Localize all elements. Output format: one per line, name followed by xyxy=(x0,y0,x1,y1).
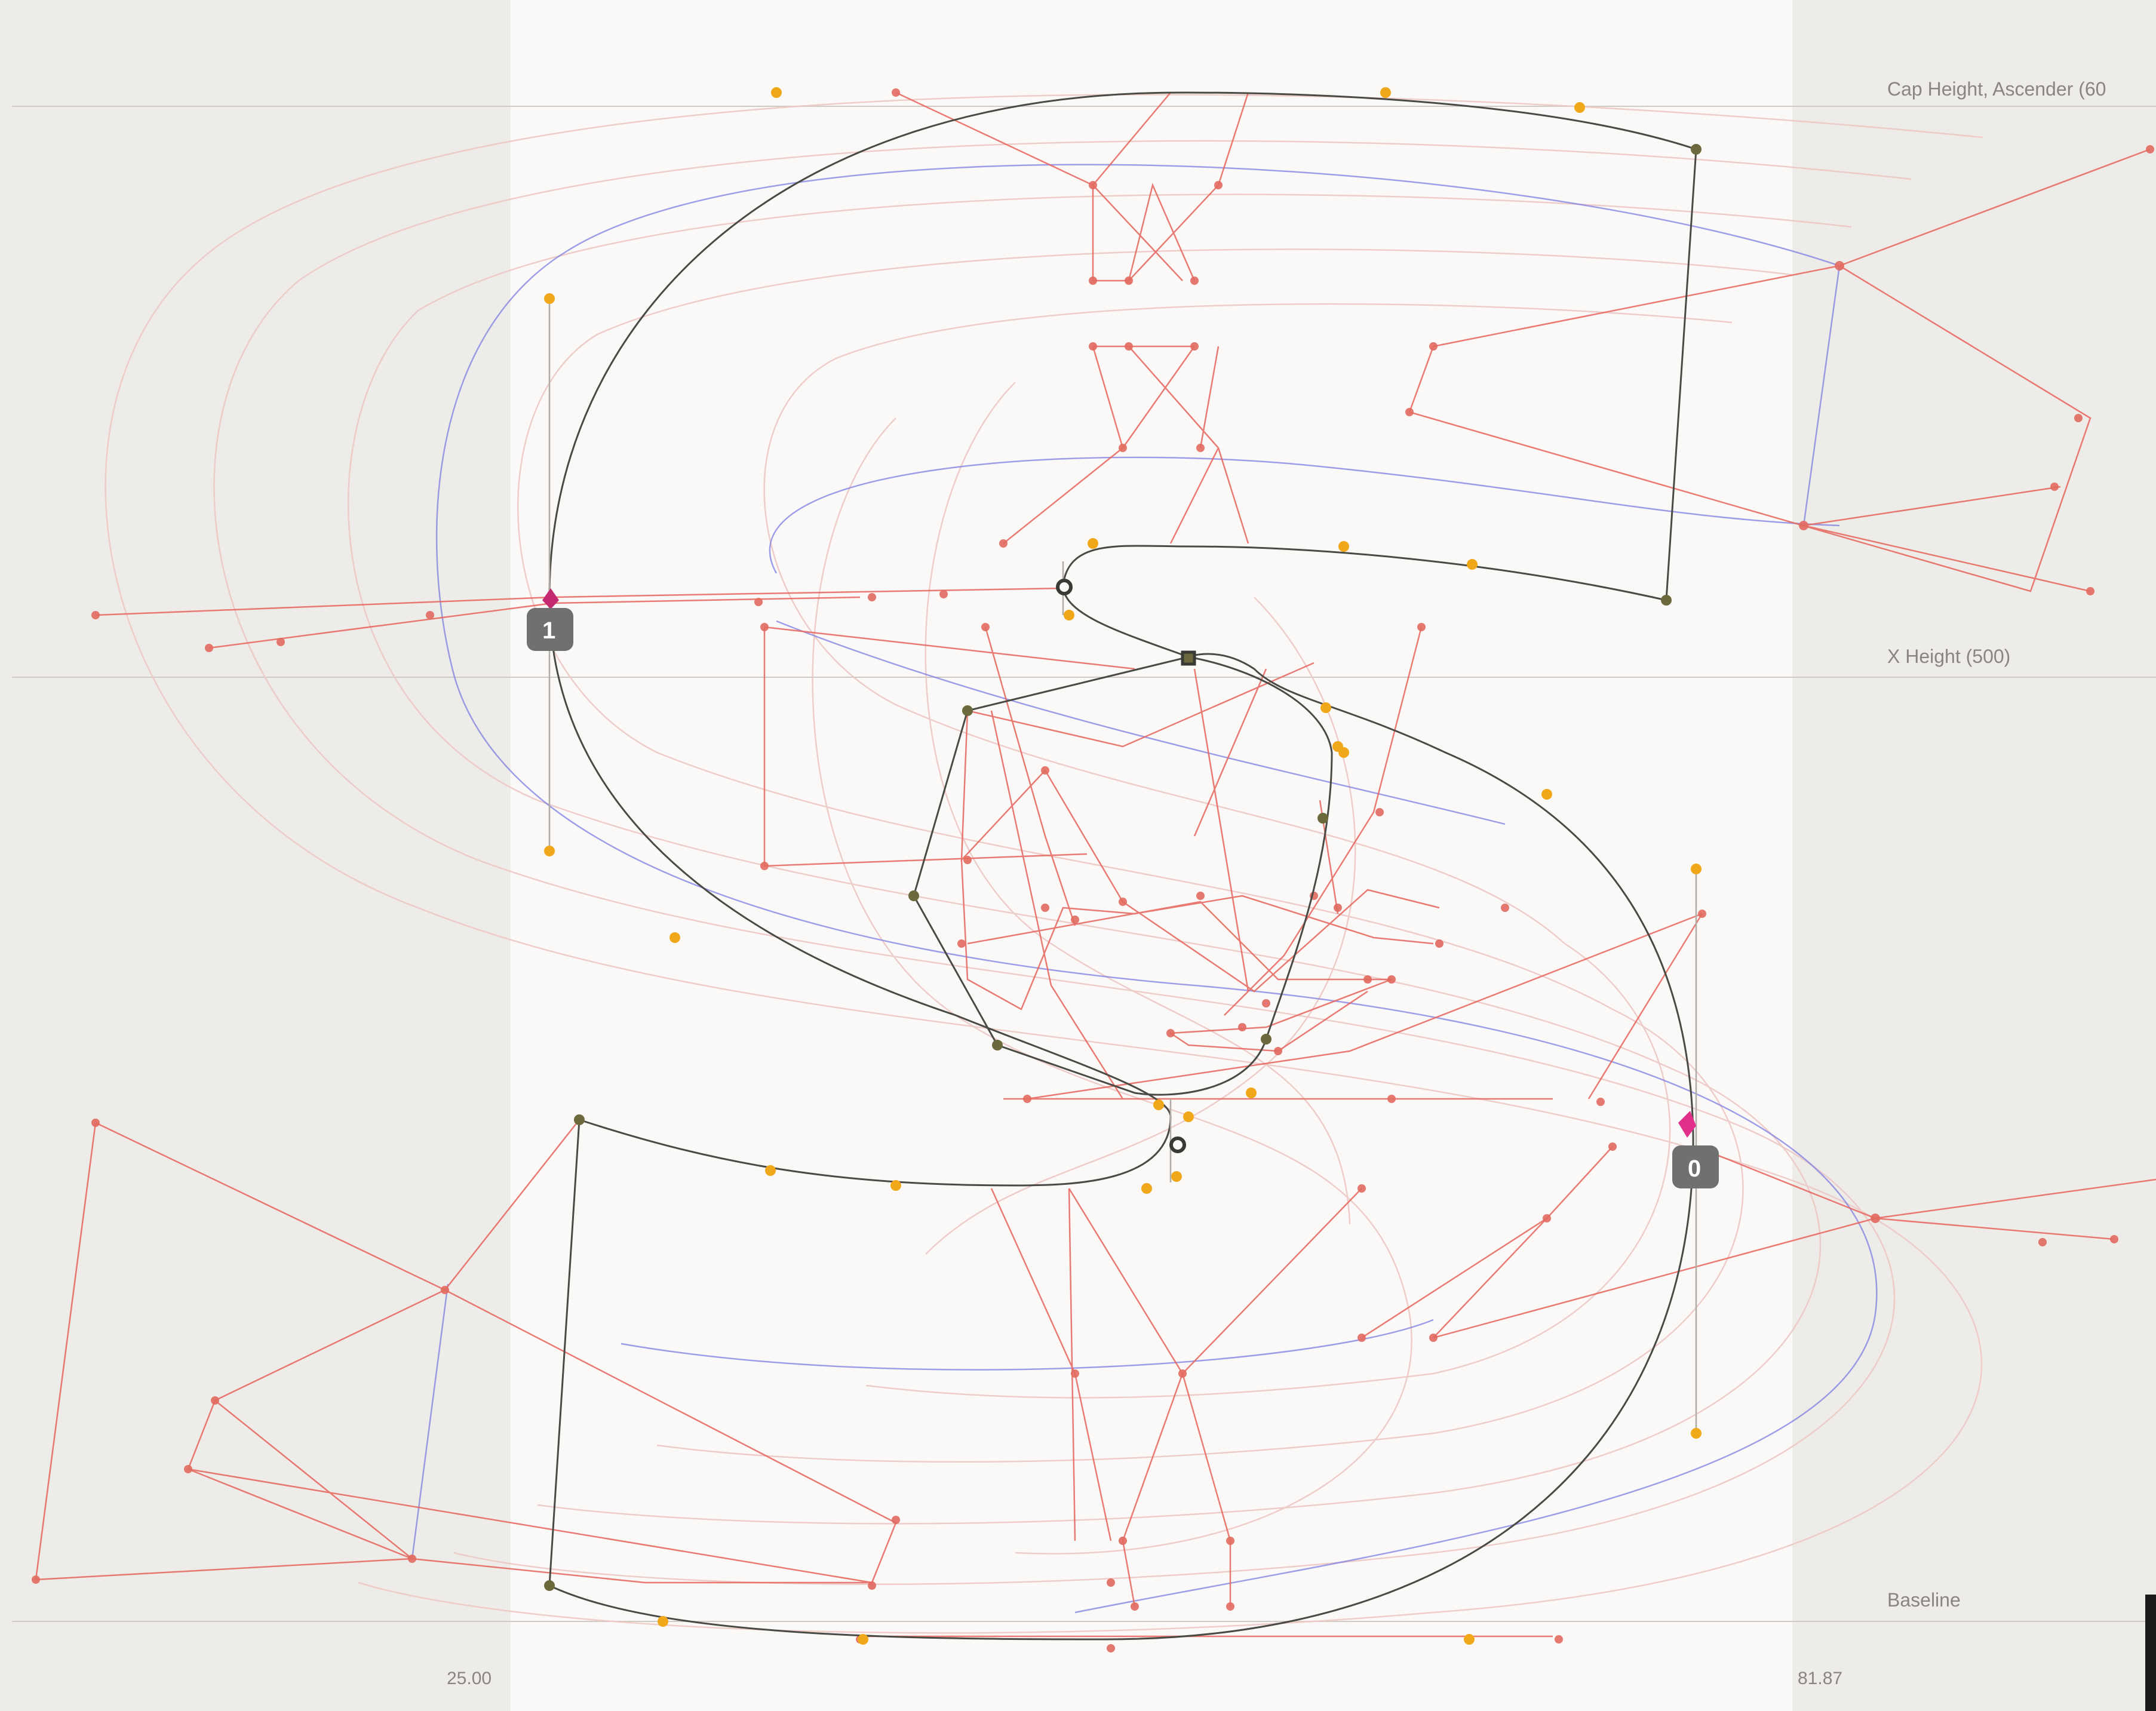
corner-node[interactable] xyxy=(1181,650,1196,666)
inner-loop-outline[interactable] xyxy=(913,656,1333,1096)
red-skeleton-points xyxy=(32,88,2154,1652)
second-node-marker-icon[interactable] xyxy=(542,588,559,609)
node-badge-0[interactable]: 0 xyxy=(1672,1145,1719,1188)
on-curve-points xyxy=(544,144,1702,1591)
blue-skeleton xyxy=(411,164,1878,1614)
node-badge-1-label: 1 xyxy=(542,618,555,644)
red-skeleton xyxy=(35,91,2156,1638)
node-badge-0-label: 0 xyxy=(1688,1156,1701,1182)
cap-height-label: Cap Height, Ascender (60 xyxy=(1887,78,2106,100)
baseline-label: Baseline xyxy=(1887,1589,1961,1611)
x-height-label: X Height (500) xyxy=(1887,646,2010,667)
left-sidebearing-value: 25.00 xyxy=(447,1669,492,1688)
right-sidebearing-value: 81.87 xyxy=(1798,1669,1842,1688)
off-curve-points xyxy=(544,87,1702,1645)
selected-node-icon[interactable] xyxy=(1056,579,1186,1153)
node-badge-1[interactable]: 1 xyxy=(527,608,573,651)
start-direction-icon[interactable] xyxy=(1678,1111,1696,1138)
window-edge xyxy=(2145,1595,2156,1711)
